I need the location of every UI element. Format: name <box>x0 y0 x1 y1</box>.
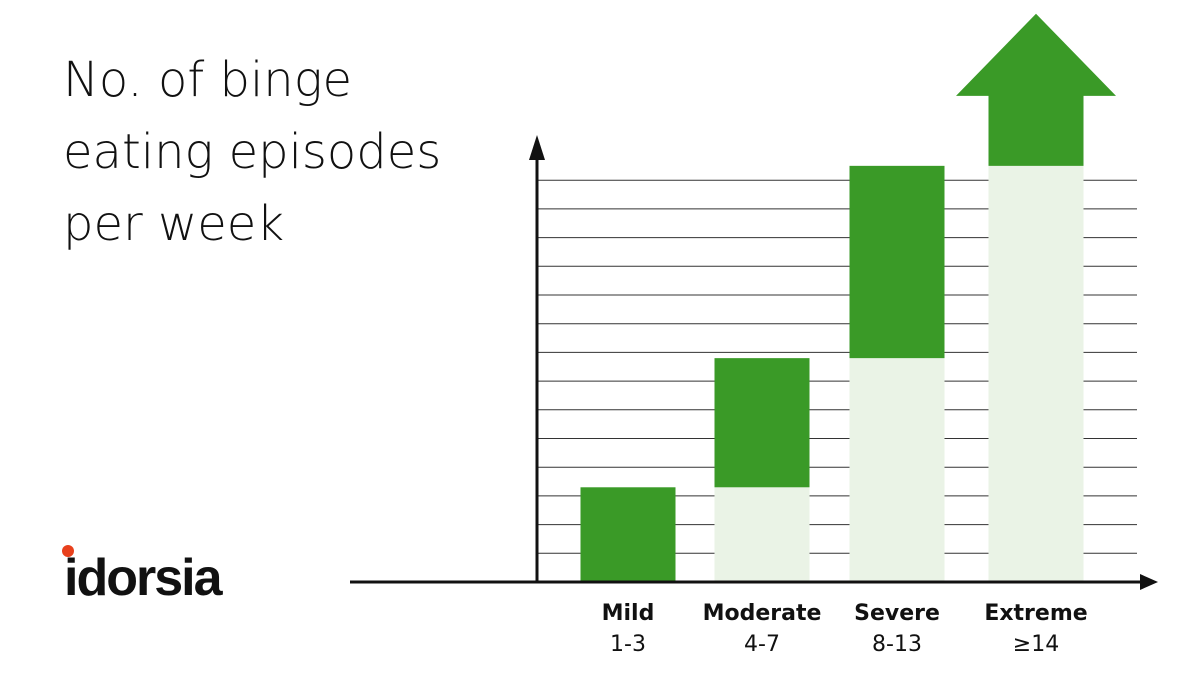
category-label: Moderate <box>703 601 822 626</box>
logo: idorsia <box>64 549 222 607</box>
bar <box>714 358 810 488</box>
logo-dot <box>62 545 74 557</box>
range-label: 4-7 <box>744 632 780 657</box>
background-bar <box>714 487 810 582</box>
category-label: Mild <box>602 601 655 626</box>
range-label: ≥14 <box>1013 632 1059 657</box>
background-bar <box>849 358 945 582</box>
bar <box>849 165 945 359</box>
y-axis-arrow <box>529 135 545 160</box>
chart-title: No. of binge eating episodes per week <box>63 52 442 252</box>
background-bar <box>988 165 1084 582</box>
x-axis-arrow <box>1140 574 1158 590</box>
arrow-bar <box>956 13 1116 166</box>
bar <box>580 487 676 582</box>
range-label: 8-13 <box>872 632 922 657</box>
category-label: Severe <box>854 601 940 626</box>
range-label: 1-3 <box>610 632 646 657</box>
category-label: Extreme <box>984 601 1087 626</box>
